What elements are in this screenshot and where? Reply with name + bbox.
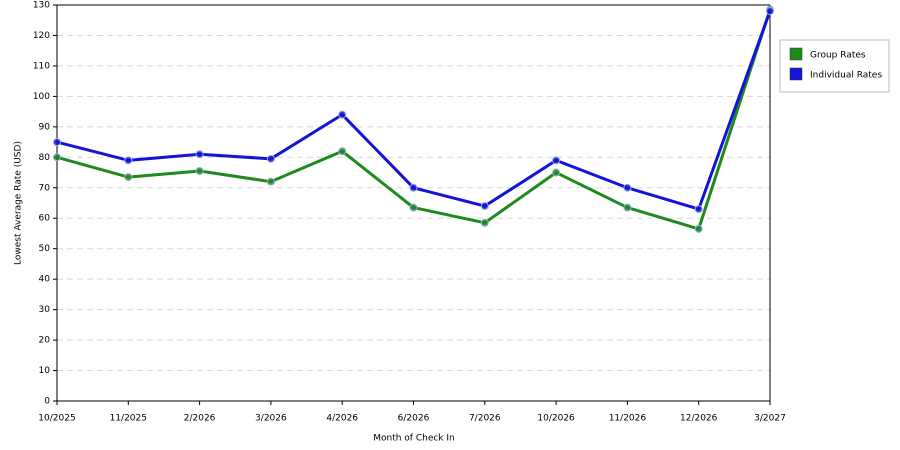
y-tick-label: 90 — [39, 122, 51, 132]
y-tick-label: 80 — [39, 153, 51, 163]
y-tick-label: 120 — [33, 31, 50, 41]
x-tick-label: 3/2027 — [754, 414, 786, 424]
y-tick-label: 50 — [39, 244, 51, 254]
x-tick-label: 10/2025 — [38, 414, 75, 424]
data-point — [766, 7, 774, 16]
data-point — [480, 202, 489, 211]
data-point — [409, 203, 418, 212]
legend-label: Group Rates — [810, 51, 866, 61]
data-point — [338, 110, 347, 119]
data-point — [409, 183, 418, 192]
x-tick-label: 6/2026 — [398, 414, 430, 424]
x-axis-title: Month of Check In — [373, 434, 455, 444]
x-tick-label: 11/2026 — [609, 414, 647, 424]
data-point — [552, 156, 561, 165]
legend-swatch — [789, 47, 803, 61]
data-point — [53, 153, 61, 162]
y-tick-label: 110 — [33, 61, 50, 71]
data-point — [694, 205, 703, 214]
y-tick-label: 0 — [44, 397, 50, 407]
data-point — [480, 218, 489, 227]
x-tick-label: 2/2026 — [184, 414, 216, 424]
data-point — [552, 168, 561, 177]
y-axis-title: Lowest Average Rate (USD) — [14, 141, 24, 265]
y-tick-label: 70 — [39, 183, 51, 193]
data-point — [124, 173, 133, 182]
data-point — [623, 203, 632, 212]
data-point — [124, 156, 133, 165]
legend-swatch — [789, 67, 803, 81]
x-tick-label: 11/2025 — [110, 414, 147, 424]
data-point — [623, 183, 632, 192]
series-line — [56, 9, 772, 231]
x-tick-label: 7/2026 — [469, 414, 501, 424]
x-tick-label: 12/2026 — [680, 414, 718, 424]
y-tick-label: 40 — [39, 275, 51, 285]
series-line — [56, 10, 772, 211]
y-tick-label: 30 — [39, 305, 51, 315]
y-tick-label: 100 — [33, 92, 50, 102]
y-tick-label: 10 — [39, 366, 51, 376]
data-point — [195, 167, 204, 176]
data-point — [266, 177, 275, 186]
y-tick-label: 20 — [39, 336, 51, 346]
x-tick-label: 4/2026 — [326, 414, 358, 424]
data-point — [694, 224, 703, 233]
y-tick-label: 60 — [39, 214, 51, 224]
y-tick-label: 130 — [33, 1, 50, 11]
x-tick-label: 3/2026 — [255, 414, 287, 424]
data-point — [338, 147, 347, 156]
data-point — [53, 138, 61, 147]
data-point — [195, 150, 204, 159]
data-point — [266, 154, 275, 163]
legend-label: Individual Rates — [810, 71, 882, 81]
x-tick-label: 10/2026 — [537, 414, 575, 424]
